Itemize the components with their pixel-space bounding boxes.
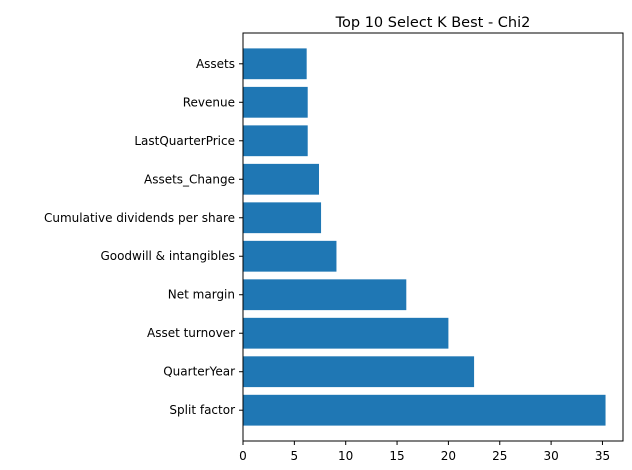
bar-7	[243, 317, 449, 349]
bar-4	[243, 202, 322, 234]
x-tick-label: 5	[291, 449, 299, 463]
x-tick-label: 0	[239, 449, 247, 463]
y-tick-label: Asset turnover	[147, 326, 235, 340]
bars	[243, 48, 606, 426]
bar-3	[243, 163, 319, 195]
plot-area-frame	[242, 32, 624, 442]
bar-2	[243, 125, 308, 157]
x-tick-label: 15	[389, 449, 404, 463]
y-tick-label: QuarterYear	[163, 365, 235, 379]
x-tick-label: 20	[441, 449, 456, 463]
bar-8	[243, 356, 475, 388]
bar-0	[243, 48, 307, 80]
x-tick-label: 35	[595, 449, 610, 463]
x-tick-label: 25	[492, 449, 507, 463]
y-axis-ticks: Assets Revenue LastQuarterPrice Assets_Chan…	[44, 57, 243, 417]
bar-1	[243, 86, 308, 118]
y-tick-label: Net margin	[168, 288, 235, 302]
bar-6	[243, 279, 407, 311]
y-tick-label: Goodwill & intangibles	[100, 249, 235, 263]
y-tick-label: Revenue	[183, 95, 235, 109]
bar-5	[243, 240, 337, 272]
x-tick-label: 10	[338, 449, 353, 463]
y-tick-label: Assets_Change	[144, 172, 235, 186]
y-tick-label: Assets	[196, 57, 235, 71]
y-tick-label: Split factor	[169, 403, 235, 417]
chart-title: Top 10 Select K Best - Chi2	[335, 15, 531, 31]
x-tick-label: 30	[543, 449, 558, 463]
y-tick-label: LastQuarterPrice	[134, 134, 235, 148]
x-axis-ticks: 0 5 10 15 20 25 30 35	[239, 441, 610, 463]
y-tick-label: Cumulative dividends per share	[44, 211, 235, 225]
bar-9	[243, 394, 606, 426]
